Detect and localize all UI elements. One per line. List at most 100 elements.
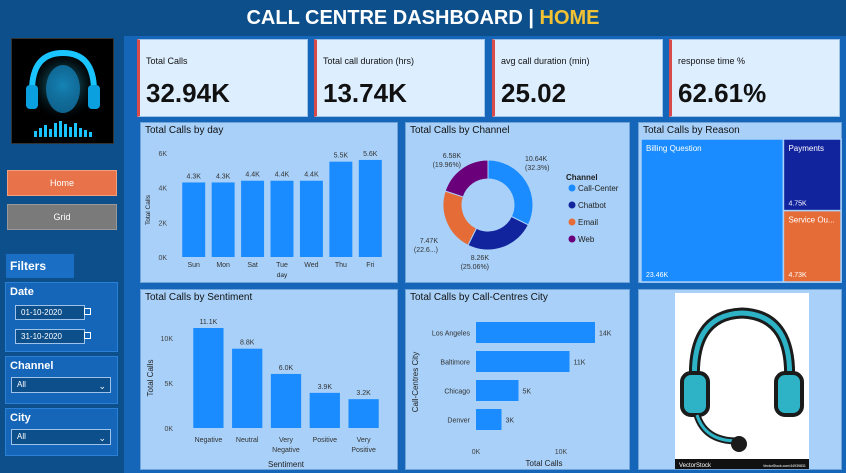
legend-entry: Call-Center: [578, 184, 619, 193]
channel-select-value: All: [17, 380, 26, 389]
y-tick-label: Los Angeles: [432, 331, 471, 338]
y-axis-label: Total Calls: [146, 360, 155, 397]
x-tick-label: Neutral: [236, 437, 259, 444]
legend-marker: [568, 184, 576, 192]
treemap-tile-label: Service Ou...: [788, 216, 834, 225]
calls-by-city-svg: Los Angeles 14K Baltimore 11K Chicago 5K Denve…: [411, 322, 612, 468]
watermark-right: VectorStock.com/44939831: [763, 464, 806, 468]
data-label: 3K: [506, 418, 515, 425]
x-tick-label: Wed: [304, 262, 318, 269]
calls-by-channel-svg: 10.64K (32.3%) 8.26K (25.06%) 7.47K (22.6...)…: [414, 153, 619, 271]
legend-marker: [568, 201, 576, 209]
date-to-value: 31-10-2020: [21, 332, 62, 341]
bar: [299, 180, 323, 257]
home-button[interactable]: Home: [7, 170, 117, 196]
chart-title: Total Calls by Channel: [410, 125, 510, 136]
bar: [241, 180, 265, 257]
chart-title: Total Calls by Reason: [643, 125, 740, 136]
date-from-input[interactable]: 01-10-2020: [15, 305, 91, 320]
y-tick-label: 10K: [161, 336, 174, 343]
bar: [309, 392, 340, 428]
kpi-title: Total Calls: [146, 56, 188, 66]
channel-filter-label: Channel: [10, 360, 54, 372]
bar: [182, 182, 206, 257]
slice-percent-label: (25.06%): [461, 264, 489, 271]
kpi-card-total-calls: Total Calls 32.94K: [137, 39, 308, 117]
kpi-value: 32.94K: [146, 78, 230, 108]
donut-slice: [467, 215, 530, 251]
y-tick-label: 0K: [158, 255, 167, 262]
treemap-tile-value: 4.75K: [788, 201, 807, 208]
watermark-left: VectorStock: [679, 463, 712, 469]
data-label: 5K: [523, 389, 532, 396]
bar: [211, 182, 235, 257]
legend-title: Channel: [566, 173, 598, 182]
city-filter: City All ⌄: [5, 408, 118, 456]
city-select[interactable]: All ⌄: [11, 429, 111, 445]
data-label: 14K: [599, 331, 612, 338]
x-tick-label: Positive: [313, 437, 338, 444]
data-label: 3.2K: [356, 390, 371, 397]
chevron-down-icon[interactable]: ⌄: [98, 433, 106, 443]
x-tick-label: 0K: [472, 449, 481, 456]
title-separator: |: [522, 7, 540, 29]
data-label: 4.3K: [216, 173, 231, 180]
chart-title: Total Calls by day: [145, 125, 224, 136]
y-tick-label: Chicago: [444, 389, 470, 396]
calendar-icon[interactable]: [84, 308, 91, 315]
kpi-value: 13.74K: [323, 78, 407, 108]
chart-calls-by-sentiment: Total Calls by Sentiment 0K 5K 10K 11.1K Neg…: [140, 289, 398, 470]
calls-by-day-svg: 0K 2K 4K 6K 4.3K Sun 4.3K Mon 4.4K Sat 4.4K Tue 4.4K…: [145, 151, 382, 279]
treemap-tile-value: 4.73K: [788, 272, 807, 279]
x-tick-label: Sat: [247, 262, 258, 269]
treemap-tile-value: 23.46K: [646, 272, 669, 279]
legend-entry: Email: [578, 218, 598, 227]
kpi-value: 62.61%: [678, 78, 767, 108]
chart-title: Total Calls by Call-Centres City: [410, 292, 548, 303]
data-label: 5.5K: [334, 153, 349, 160]
x-axis-label: day: [277, 272, 288, 279]
x-tick-label: Fri: [366, 262, 375, 269]
y-tick-label: Denver: [447, 418, 470, 425]
date-to-input[interactable]: 31-10-2020: [15, 329, 91, 344]
data-label: 3.9K: [318, 384, 333, 391]
bar: [329, 161, 353, 257]
data-label: 5.6K: [363, 151, 378, 158]
legend-entry: Chatbot: [578, 201, 607, 210]
grid-button[interactable]: Grid: [7, 204, 117, 230]
data-label: 4.3K: [187, 173, 202, 180]
x-tick-label: Very: [357, 437, 372, 444]
slice-percent-label: (22.6...): [414, 247, 438, 254]
kpi-card-call-duration: Total call duration (hrs) 13.74K: [314, 39, 485, 117]
slice-value-label: 8.26K: [471, 255, 490, 262]
channel-select[interactable]: All ⌄: [11, 377, 111, 393]
headset-image-icon: VectorStock VectorStock.com/44939831: [675, 293, 809, 469]
kpi-card-response-time: response time % 62.61%: [669, 39, 840, 117]
x-tick-label: Positive: [351, 447, 376, 454]
x-tick-label: 10K: [555, 449, 568, 456]
data-label: 11K: [574, 360, 586, 367]
chart-calls-by-city: Total Calls by Call-Centres City Los Ang…: [405, 289, 630, 470]
data-label: 4.4K: [304, 172, 319, 179]
data-label: 11.1K: [200, 319, 218, 326]
slice-value-label: 7.47K: [420, 238, 439, 245]
dashboard-header: CALL CENTRE DASHBOARD | HOME: [0, 0, 846, 36]
bar: [358, 159, 382, 257]
bar: [476, 351, 570, 372]
x-tick-label: Mon: [216, 262, 230, 269]
data-label: 4.4K: [245, 172, 260, 179]
x-tick-label: Very: [279, 437, 294, 444]
chevron-down-icon[interactable]: ⌄: [98, 381, 106, 391]
chart-calls-by-channel: Total Calls by Channel 10.64K (32.3%) 8.26…: [405, 122, 630, 283]
bar: [348, 399, 379, 428]
x-tick-label: Sun: [187, 262, 200, 269]
bar: [476, 380, 519, 401]
x-tick-label: Thu: [335, 262, 347, 269]
kpi-value: 25.02: [501, 78, 567, 108]
bar: [476, 409, 502, 430]
x-tick-label: Tue: [276, 262, 288, 269]
calendar-icon[interactable]: [84, 332, 91, 339]
treemap-tile: [782, 138, 842, 212]
chart-calls-by-reason: Total Calls by Reason Billing Question 23…: [638, 122, 842, 283]
bar: [232, 348, 263, 428]
